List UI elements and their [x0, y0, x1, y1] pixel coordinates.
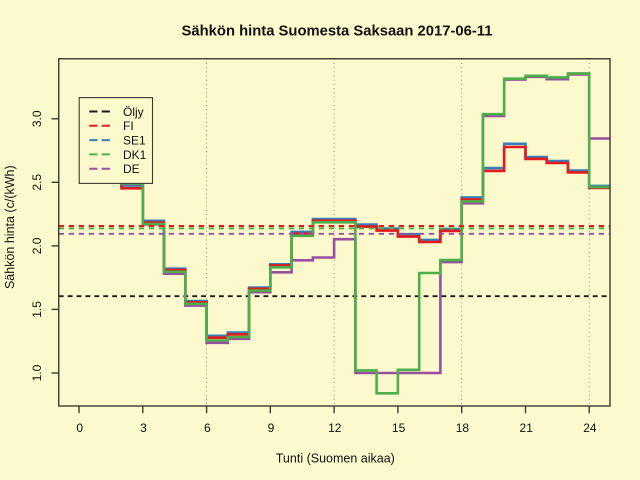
svg-text:18: 18	[456, 421, 470, 435]
svg-text:Tunti (Suomen aikaa): Tunti (Suomen aikaa)	[276, 452, 395, 466]
svg-text:15: 15	[392, 421, 406, 435]
svg-text:Sähkön hinta Suomesta Saksaan: Sähkön hinta Suomesta Saksaan 2017-06-11	[182, 24, 493, 40]
svg-text:12: 12	[328, 421, 342, 435]
svg-text:Sähkön hinta (c/(kWh): Sähkön hinta (c/(kWh)	[3, 165, 17, 289]
svg-text:Öljy: Öljy	[123, 105, 144, 119]
svg-text:6: 6	[204, 421, 211, 435]
svg-text:24: 24	[583, 421, 597, 435]
svg-text:0: 0	[76, 421, 83, 435]
svg-text:SE1: SE1	[123, 134, 146, 148]
svg-text:3: 3	[140, 421, 147, 435]
svg-text:DE: DE	[123, 162, 140, 176]
svg-text:2.5: 2.5	[30, 174, 44, 191]
svg-text:21: 21	[520, 421, 534, 435]
svg-text:1.5: 1.5	[30, 301, 44, 318]
svg-text:3.0: 3.0	[30, 110, 44, 127]
svg-text:2.0: 2.0	[30, 237, 44, 254]
svg-text:1.0: 1.0	[30, 364, 44, 381]
svg-text:9: 9	[268, 421, 275, 435]
svg-text:DK1: DK1	[123, 148, 147, 162]
svg-text:FI: FI	[123, 119, 134, 133]
